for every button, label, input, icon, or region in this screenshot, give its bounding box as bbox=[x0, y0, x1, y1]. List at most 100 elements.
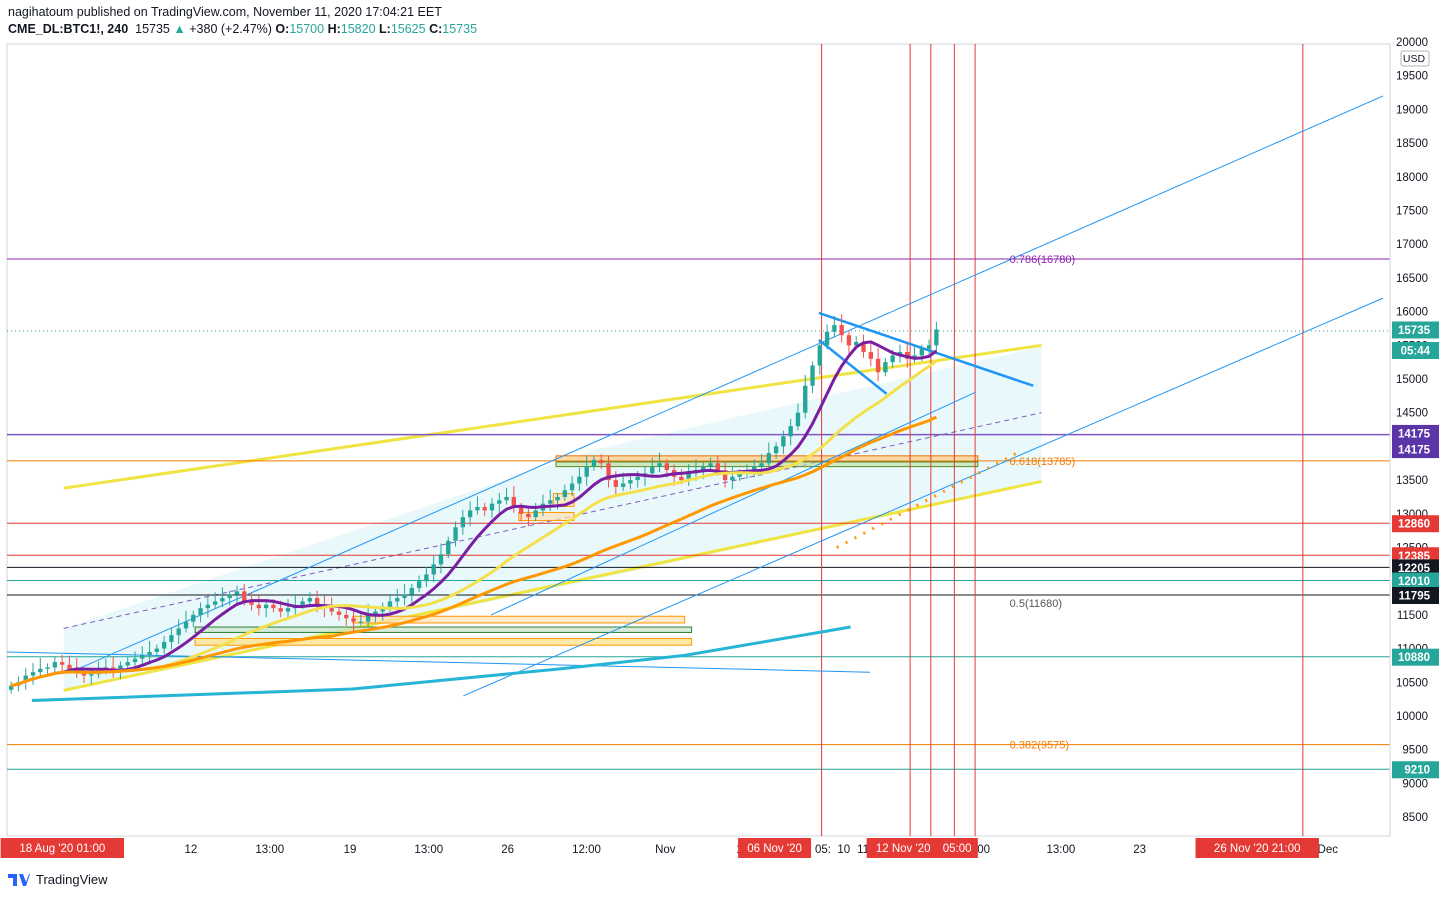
date-badge-bg-2 bbox=[866, 838, 940, 858]
currency-label: USD bbox=[1403, 53, 1426, 65]
price-badge-label-8: 11795 bbox=[1399, 591, 1431, 603]
date-badge-bg-4 bbox=[1195, 838, 1319, 858]
price-change: +380 (+2.47%) bbox=[189, 22, 272, 36]
candle-body bbox=[708, 463, 713, 467]
candle-body bbox=[409, 587, 415, 595]
last-price: 15735 bbox=[135, 22, 170, 36]
candle-body bbox=[701, 466, 706, 470]
candle-body bbox=[380, 608, 385, 612]
candle-body bbox=[518, 507, 524, 514]
price-badge-label-10: 9210 bbox=[1404, 765, 1430, 777]
x-tick-label-11: :00 bbox=[974, 844, 990, 856]
candle-body bbox=[475, 507, 480, 511]
candle-body bbox=[307, 598, 313, 602]
price-badge-bg-4 bbox=[1392, 515, 1439, 533]
candle-body bbox=[234, 591, 240, 595]
candle-body bbox=[52, 662, 58, 668]
candle-body bbox=[59, 662, 65, 665]
candle-body bbox=[446, 540, 451, 555]
candle-body bbox=[365, 614, 371, 622]
candle-body bbox=[504, 496, 509, 501]
fib-label-3: 0.382(9575) bbox=[1010, 740, 1069, 752]
candle-body bbox=[715, 463, 721, 470]
x-tick-label-3: 13:00 bbox=[414, 844, 443, 856]
candle-body bbox=[817, 345, 822, 366]
candle-body bbox=[861, 341, 866, 353]
candle-body bbox=[591, 459, 597, 467]
candle-body bbox=[416, 581, 422, 588]
date-badge-bg-3 bbox=[936, 838, 978, 858]
candle-body bbox=[854, 341, 859, 346]
candle-body bbox=[569, 483, 575, 491]
symbol-label[interactable]: CME_DL:BTC1!, 240 bbox=[8, 22, 129, 36]
x-tick-label-10: 11 bbox=[857, 844, 869, 856]
candle-body bbox=[220, 598, 225, 602]
candle-body bbox=[795, 412, 801, 427]
candle-body bbox=[373, 611, 378, 615]
tradingview-logo[interactable]: TradingView bbox=[8, 872, 108, 887]
wedge-lower-line bbox=[818, 338, 888, 395]
currency-box[interactable] bbox=[1400, 50, 1430, 67]
candle-body bbox=[358, 621, 364, 623]
candle-body bbox=[460, 517, 466, 528]
date-badge-label-0: 18 Aug '20 01:00 bbox=[19, 843, 105, 855]
x-tick-label-0: 12 bbox=[185, 844, 198, 856]
candle-body bbox=[285, 608, 291, 612]
price-badge-bg-2 bbox=[1392, 424, 1439, 442]
up-arrow-icon: ▲ bbox=[173, 22, 186, 36]
candle-body bbox=[533, 510, 538, 518]
candle-body bbox=[256, 604, 262, 609]
candle-body bbox=[467, 510, 473, 518]
y-tick-label-0: 8500 bbox=[1402, 812, 1428, 824]
candle-body bbox=[176, 628, 181, 636]
candle-body bbox=[875, 358, 881, 373]
price-badge-bg-7 bbox=[1392, 572, 1439, 590]
high-value: 15820 bbox=[340, 22, 376, 36]
low-label: L: bbox=[379, 22, 391, 36]
candle-body bbox=[737, 473, 742, 477]
price-badge-bg-1 bbox=[1392, 342, 1439, 360]
candle-body bbox=[824, 331, 830, 346]
y-tick-label-23: 20000 bbox=[1396, 37, 1428, 49]
price-badge-bg-9 bbox=[1392, 648, 1439, 666]
x-tick-label-12: 13:00 bbox=[1046, 844, 1075, 856]
candle-body bbox=[620, 483, 626, 487]
candle-body bbox=[198, 608, 203, 615]
candle-body bbox=[45, 667, 50, 669]
candle-body bbox=[205, 604, 211, 609]
candle-body bbox=[154, 648, 160, 652]
candle-body bbox=[759, 463, 764, 467]
candle-body bbox=[344, 614, 349, 619]
y-tick-label-12: 14500 bbox=[1396, 408, 1428, 420]
candle-body bbox=[722, 469, 728, 481]
candle-body bbox=[657, 463, 662, 467]
candle-body bbox=[300, 601, 305, 605]
candle-body bbox=[249, 601, 254, 605]
price-badge-label-0: 15735 bbox=[1398, 325, 1431, 337]
candle-body bbox=[147, 651, 152, 656]
candle-body bbox=[23, 675, 28, 683]
candle-body bbox=[868, 352, 873, 359]
x-tick-label-5: 12:00 bbox=[572, 844, 601, 856]
price-badge-label-2: 14175 bbox=[1398, 428, 1431, 440]
trend-line-2 bbox=[463, 297, 1384, 697]
candle-body bbox=[395, 598, 400, 602]
low-value: 15625 bbox=[390, 22, 426, 36]
candle-body bbox=[271, 604, 276, 609]
ma-long-orange bbox=[10, 415, 938, 688]
candle-body bbox=[679, 476, 684, 481]
y-tick-label-4: 10500 bbox=[1396, 677, 1428, 689]
candle-body bbox=[497, 500, 502, 504]
open-value: 15700 bbox=[289, 22, 325, 36]
candle-body bbox=[919, 348, 924, 356]
y-tick-label-1: 9000 bbox=[1402, 778, 1428, 790]
candle-body bbox=[140, 655, 145, 659]
candle-body bbox=[278, 608, 283, 612]
candle-body bbox=[752, 466, 757, 470]
candle-body bbox=[555, 496, 560, 501]
tradingview-icon bbox=[8, 873, 30, 886]
candle-body bbox=[431, 564, 436, 575]
fib-label-1: 0.618(13785) bbox=[1010, 456, 1075, 468]
candle-body bbox=[635, 476, 640, 481]
